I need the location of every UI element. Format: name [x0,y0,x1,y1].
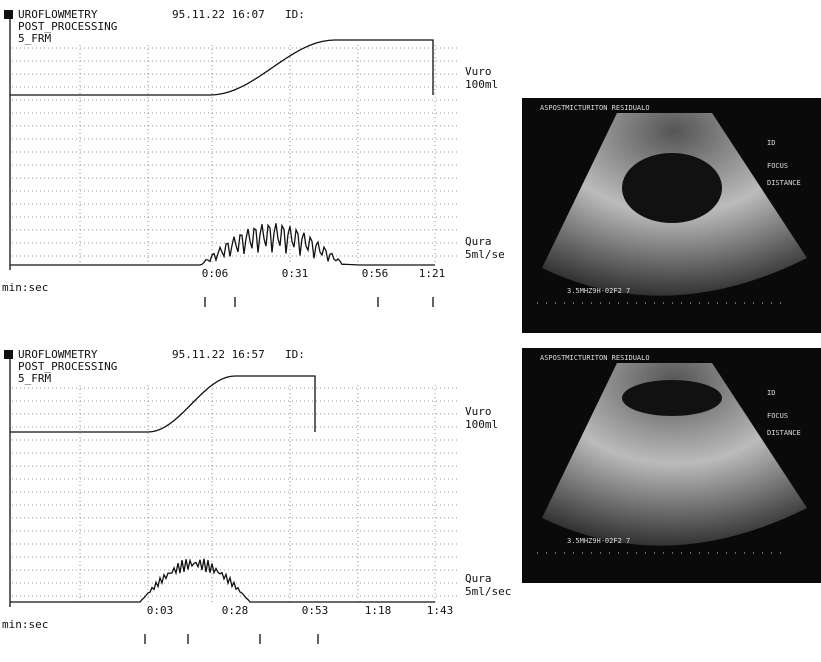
us-title: ASPOSTMICTURITON RESIDUALO [540,354,650,362]
volume-scale: 100ml [465,78,498,91]
us-distance: DISTANCE [767,179,801,187]
bladder [622,380,722,416]
flow-curve [10,223,435,266]
us-probe: 3.5MHZ9H-02F2 7 [567,287,630,295]
ultrasound-image: ASPOSTMICTURITON RESIDUALO ID FOCUS DISTANC… [522,98,821,333]
bladder [622,153,722,223]
ultrasound-image: ASPOSTMICTURITON RESIDUALO ID FOCUS DISTANC… [522,348,821,583]
flow-scale: 5ml/se [465,248,505,261]
datetime: 95.11.22 16:07 [172,8,265,21]
flow-name: Qura [465,572,492,585]
volume-name: Vuro [465,405,492,418]
time-label: 0:03 [147,604,174,617]
us-probe: 3.5MHZ9H-02F2 7 [567,537,630,545]
us-focus: FOCUS [767,412,788,420]
us-distance: DISTANCE [767,429,801,437]
time-label: 0:53 [302,604,329,617]
patient-id: ID: [285,348,305,361]
us-id: ID [767,389,775,397]
us-id: ID [767,139,775,147]
time-label: 0:06 [202,267,229,280]
volume-curve [10,375,316,433]
flow-curve [10,558,435,603]
time-label: 1:18 [365,604,392,617]
time-unit: min:sec [2,281,48,294]
logo [4,10,13,19]
header-text: 5_FRM [18,32,51,45]
time-label: 1:21 [419,267,446,280]
header-text: POST_PROCESSING [18,360,117,373]
header-text: 5_FRM [18,372,51,385]
time-unit: min:sec [2,618,48,631]
logo [4,350,13,359]
datetime: 95.11.22 16:57 [172,348,265,361]
header-text: POST_PROCESSING [18,20,117,33]
us-title: ASPOSTMICTURITON RESIDUALO [540,104,650,112]
header-text: UROFLOWMETRY [18,8,98,21]
us-focus: FOCUS [767,162,788,170]
ultrasound-fan [542,363,807,546]
volume-curve [10,39,434,96]
flow-scale: 5ml/sec [465,585,511,598]
flow-name: Qura [465,235,492,248]
time-label: 0:31 [282,267,309,280]
volume-scale: 100ml [465,418,498,431]
time-label: 0:28 [222,604,249,617]
patient-id: ID: [285,8,305,21]
header-text: UROFLOWMETRY [18,348,98,361]
time-label: 1:43 [427,604,454,617]
time-label: 0:56 [362,267,389,280]
volume-name: Vuro [465,65,492,78]
